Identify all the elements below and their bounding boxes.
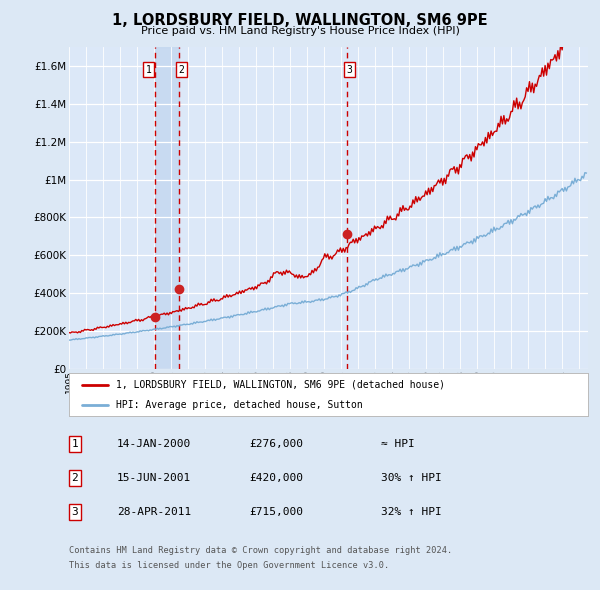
Text: ≈ HPI: ≈ HPI: [381, 439, 415, 448]
Text: 30% ↑ HPI: 30% ↑ HPI: [381, 473, 442, 483]
Text: 2: 2: [178, 65, 184, 75]
Text: £276,000: £276,000: [249, 439, 303, 448]
Text: HPI: Average price, detached house, Sutton: HPI: Average price, detached house, Sutt…: [116, 400, 362, 410]
Text: £420,000: £420,000: [249, 473, 303, 483]
Text: 1, LORDSBURY FIELD, WALLINGTON, SM6 9PE: 1, LORDSBURY FIELD, WALLINGTON, SM6 9PE: [112, 13, 488, 28]
Bar: [155, 47, 179, 369]
Text: 1: 1: [71, 439, 79, 448]
Text: Price paid vs. HM Land Registry's House Price Index (HPI): Price paid vs. HM Land Registry's House …: [140, 26, 460, 36]
Text: 14-JAN-2000: 14-JAN-2000: [117, 439, 191, 448]
Text: 2: 2: [71, 473, 79, 483]
Text: 32% ↑ HPI: 32% ↑ HPI: [381, 507, 442, 517]
Text: 3: 3: [71, 507, 79, 517]
Text: Contains HM Land Registry data © Crown copyright and database right 2024.: Contains HM Land Registry data © Crown c…: [69, 546, 452, 555]
Text: £715,000: £715,000: [249, 507, 303, 517]
Text: 3: 3: [346, 65, 352, 75]
Text: 15-JUN-2001: 15-JUN-2001: [117, 473, 191, 483]
Text: This data is licensed under the Open Government Licence v3.0.: This data is licensed under the Open Gov…: [69, 560, 389, 569]
Text: 1, LORDSBURY FIELD, WALLINGTON, SM6 9PE (detached house): 1, LORDSBURY FIELD, WALLINGTON, SM6 9PE …: [116, 379, 445, 389]
Text: 1: 1: [146, 65, 152, 75]
Text: 28-APR-2011: 28-APR-2011: [117, 507, 191, 517]
